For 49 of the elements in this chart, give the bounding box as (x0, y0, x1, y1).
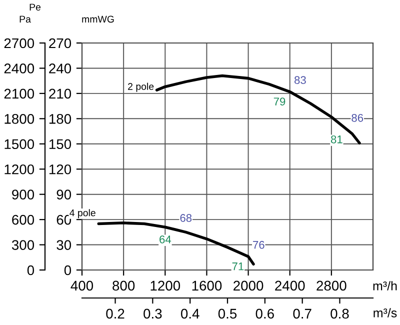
annotation: 68 (180, 214, 192, 222)
x2-tick-label: 0.5 (218, 308, 237, 319)
y2-axis-title: Pa (20, 16, 31, 23)
y2-tick-label: 2100 (4, 88, 34, 99)
annotation: 79 (274, 98, 286, 106)
x2-axis-title: m³/s (374, 308, 397, 318)
annotation: 76 (253, 240, 264, 249)
y2-tick-label: 1200 (4, 164, 34, 174)
y-tick-label: 210 (49, 88, 72, 99)
x-tick-label: 2800 (316, 280, 346, 291)
y2-tick-label: 900 (12, 190, 34, 200)
x2-tick-label: 0.2 (106, 308, 124, 319)
y-tick-label: 30 (56, 240, 72, 250)
x-tick-label: 2000 (234, 280, 264, 291)
annotation: 4 pole (70, 209, 96, 218)
x-tick-label: 1600 (192, 280, 222, 291)
x2-tick-label: 0.7 (293, 308, 312, 319)
text: Pe (30, 4, 41, 11)
x2-tick-label: 0.3 (144, 308, 162, 319)
y2-tick-label: 1800 (4, 114, 34, 124)
y2-tick-label: 2400 (4, 64, 34, 74)
annotation: 71 (232, 262, 244, 270)
y-axis-title: mmWG (82, 16, 114, 23)
y-tick-label: 270 (49, 38, 72, 48)
y-tick-label: 150 (49, 139, 72, 150)
x-tick-label: 1200 (150, 280, 180, 291)
y2-tick-label: 2700 (4, 38, 34, 48)
y-tick-label: 120 (49, 164, 72, 174)
x2-tick-label: 0.6 (256, 308, 274, 319)
y2-tick-label: 300 (12, 240, 34, 250)
x-tick-label: 400 (70, 280, 94, 291)
y-tick-label: 240 (49, 64, 72, 74)
annotation: 2 pole (128, 82, 154, 92)
annotation: 64 (160, 235, 172, 244)
y2-tick-label: 600 (12, 214, 34, 225)
annotation: 86 (352, 114, 364, 122)
line-series (155, 74, 361, 144)
y2-tick-label: 1500 (4, 139, 34, 150)
y-tick-label: 180 (49, 114, 72, 124)
y-tick-label: 0 (64, 265, 72, 276)
y-tick-label: 90 (56, 190, 72, 200)
x2-tick-label: 0.4 (180, 308, 200, 319)
x-tick-label: 800 (112, 280, 135, 291)
x-tick-label: 2400 (275, 280, 305, 291)
annotation: 81 (330, 135, 342, 144)
x-axis-title: m³/h (373, 281, 397, 290)
y2-tick-label: 0 (27, 265, 34, 276)
annotation: 83 (294, 76, 306, 84)
x2-tick-label: 0.8 (330, 308, 349, 319)
